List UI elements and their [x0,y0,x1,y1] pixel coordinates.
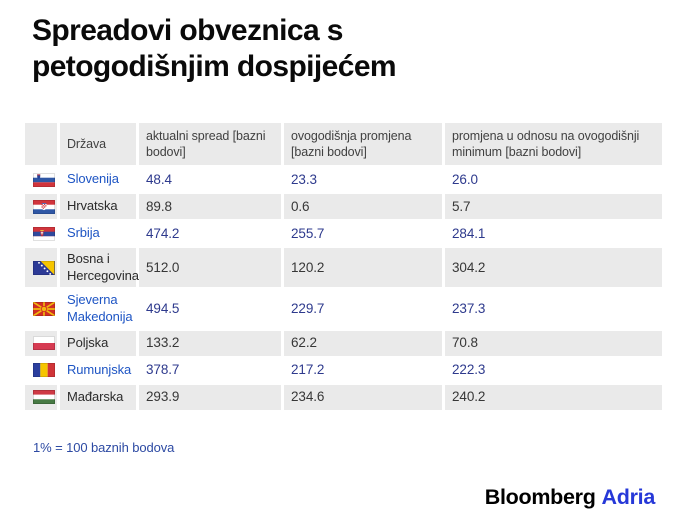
change-min-value: 5.7 [445,194,662,219]
logo-bloomberg: Bloomberg [484,485,596,509]
change-value: 255.7 [284,221,442,246]
flag-romania-icon [33,363,55,377]
spread-value: 293.9 [139,384,281,410]
country-name: Poljska [60,330,136,356]
flag-cell [25,248,57,288]
flag-hungary-icon [33,390,55,404]
flag-cell [25,289,57,329]
flag-cell [25,194,57,219]
flag-cell [25,221,57,246]
spread-value: 512.0 [139,248,281,288]
spread-value: 378.7 [139,357,281,383]
change-value: 217.2 [284,357,442,383]
change-value: 0.6 [284,194,442,219]
spread-value: 48.4 [139,167,281,192]
country-name: Mađarska [60,384,136,410]
spread-value: 494.5 [139,289,281,329]
change-min-value: 26.0 [445,167,662,192]
change-min-value: 70.8 [445,330,662,356]
country-name: Hrvatska [60,194,136,219]
flag-cell [25,330,57,356]
change-value: 234.6 [284,384,442,410]
change-min-value: 222.3 [445,357,662,383]
country-name: Sjeverna Makedonija [60,289,136,329]
flag-cell [25,384,57,410]
header-change: ovogodišnja promjena [bazni bodovi] [284,123,442,165]
country-name: Srbija [60,221,136,246]
change-value: 229.7 [284,289,442,329]
header-change-min: promjena u odnosu na ovogodišnji minimum… [445,123,662,165]
change-value: 62.2 [284,330,442,356]
flag-cell [25,357,57,383]
header-spread: aktualni spread [bazni bodovi] [139,123,281,165]
change-min-value: 284.1 [445,221,662,246]
change-min-value: 237.3 [445,289,662,329]
flag-serbia-icon [33,226,55,241]
header-flag-spacer [25,123,57,165]
change-value: 120.2 [284,248,442,288]
flag-croatia-icon [33,199,55,214]
spread-value: 133.2 [139,330,281,356]
footnote: 1% = 100 baznih bodova [33,440,175,455]
spread-value: 474.2 [139,221,281,246]
change-min-value: 240.2 [445,384,662,410]
country-name: Slovenija [60,167,136,192]
flag-north-macedonia-icon [33,301,55,316]
country-name: Rumunjska [60,357,136,383]
spread-value: 89.8 [139,194,281,219]
flag-slovenia-icon [33,172,55,187]
flag-poland-icon [33,336,55,350]
header-country: Država [60,123,136,165]
bloomberg-adria-logo: Bloomberg Adria [484,485,656,510]
flag-bosnia-herzegovina-icon [33,260,55,275]
chart-title: Spreadovi obveznica s petogodišnjim dosp… [32,14,397,83]
change-min-value: 304.2 [445,248,662,288]
change-value: 23.3 [284,167,442,192]
flag-cell [25,167,57,192]
spread-table: Država aktualni spread [bazni bodovi] ov… [25,123,662,410]
country-name: Bosna i Hercegovina [60,248,139,288]
logo-adria: Adria [601,485,656,509]
